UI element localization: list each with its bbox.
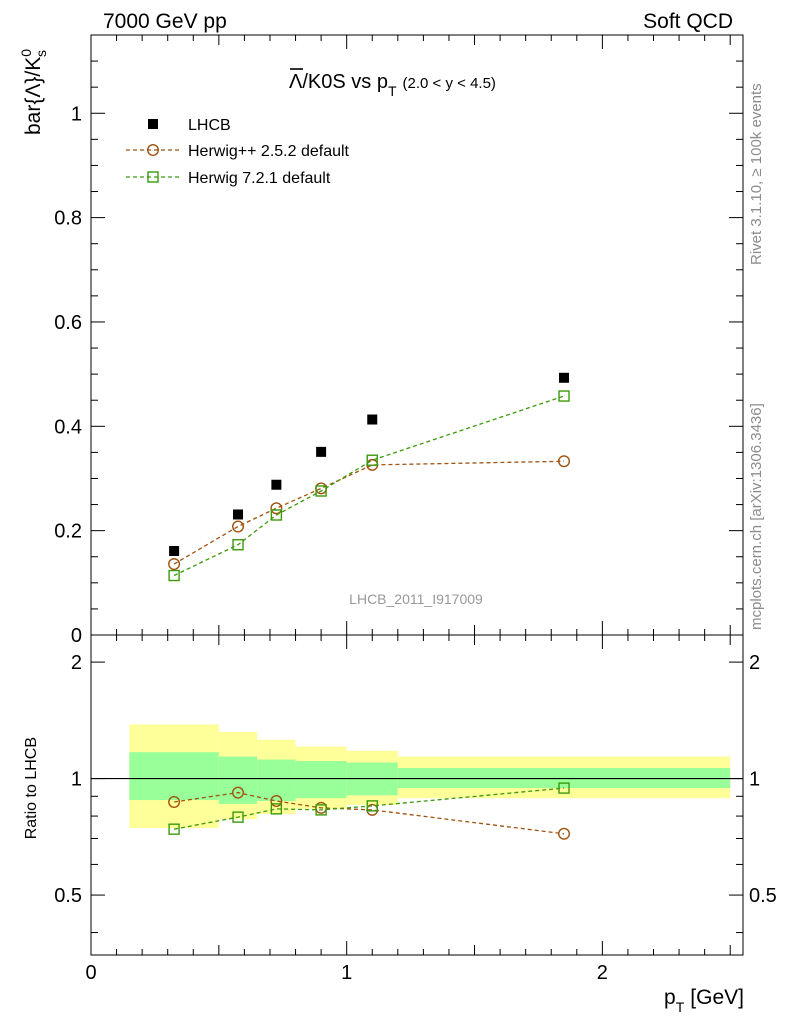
main-ytick-label: 0.4 <box>54 416 82 438</box>
ratio-ytick-label-left: 0.5 <box>54 885 82 907</box>
main-data-point <box>232 520 245 533</box>
legend-label: Herwig 7.2.1 default <box>188 170 331 187</box>
main-ytick-label: 1 <box>71 103 82 125</box>
main-series-line <box>173 395 565 577</box>
main-data-point <box>559 372 570 383</box>
main-ytick-label: 0.8 <box>54 208 82 230</box>
ratio-data-point <box>270 803 283 815</box>
ratio-band-inner <box>295 761 347 799</box>
mcplots-label: mcplots.cern.ch [arXiv:1306.3436] <box>748 403 765 630</box>
ratio-ylabel: Ratio to LHCB <box>23 737 40 839</box>
ratio-band-inner <box>129 752 219 801</box>
legend-marker <box>146 143 159 156</box>
header-right: Soft QCD <box>643 10 733 33</box>
ratio-data-point <box>232 786 245 799</box>
ratio-data-point <box>558 827 571 840</box>
main-data-point <box>232 539 244 551</box>
main-data-point <box>316 446 327 457</box>
ratio-data-point <box>168 795 181 808</box>
ratio-ytick-label-right: 1 <box>749 769 760 791</box>
main-data-point <box>169 546 180 556</box>
main-data-point <box>367 414 378 425</box>
analysis-watermark: LHCB_2011_I917009 <box>349 591 483 607</box>
main-data-point <box>168 569 180 582</box>
legend-marker <box>147 171 159 183</box>
ratio-xtick-label: 0 <box>85 962 96 984</box>
ratio-ytick-label-left: 1 <box>71 769 82 791</box>
header-left: 7000 GeV pp <box>103 10 227 33</box>
main-series-layer <box>168 372 571 582</box>
ratio-data-point <box>315 804 327 816</box>
ratio-xtick-label: 2 <box>597 962 608 984</box>
main-data-point <box>558 455 571 468</box>
legend-label: Herwig++ 2.5.2 default <box>188 143 350 160</box>
ratio-band-inner <box>257 759 296 802</box>
main-data-point <box>270 502 283 515</box>
ratio-axes: 0.5 0.5 1 1 2 2 0 1 2 <box>54 635 777 984</box>
ratio-series-line <box>173 787 565 830</box>
ratio-ytick-label-left: 2 <box>71 652 82 674</box>
main-ylabel: bar{Λ}/K0s <box>18 49 49 135</box>
ratio-ytick-label-right: 0.5 <box>749 885 777 907</box>
main-ytick-label: 0 <box>71 625 82 647</box>
x-axis-label: pT [GeV] <box>664 986 744 1015</box>
main-title: Λ/K0S vs pT (2.0 < y < 4.5) <box>289 71 496 99</box>
ratio-series-line <box>174 791 565 835</box>
legend-marker <box>148 119 158 129</box>
ratio-plot-frame <box>90 634 744 956</box>
main-data-point <box>315 485 327 497</box>
main-data-point <box>558 390 570 402</box>
ratio-xtick-label: 1 <box>341 962 352 984</box>
ratio-band-inner <box>218 756 258 804</box>
ratio-data-point <box>558 782 570 794</box>
main-ytick-label: 0.6 <box>54 312 82 334</box>
ratio-ytick-label-right: 2 <box>749 652 760 674</box>
ratio-series-layer <box>168 782 571 840</box>
ratio-data-point <box>270 795 283 808</box>
main-data-point <box>271 479 282 490</box>
main-data-point <box>270 509 283 521</box>
ratio-uncertainty-bands <box>129 724 731 829</box>
legend-label: LHCB <box>188 117 231 134</box>
legend: LHCB Herwig++ 2.5.2 default Herwig 7.2.1 d… <box>126 117 350 187</box>
main-data-point <box>233 509 244 520</box>
main-data-point <box>315 482 328 495</box>
ratio-data-point <box>168 823 180 835</box>
main-series-line <box>173 460 565 565</box>
ratio-data-point <box>366 800 378 812</box>
main-axes: 0 0.2 0.4 0.6 0.8 1 <box>54 35 743 647</box>
main-data-point <box>366 454 378 466</box>
main-data-point <box>168 558 181 571</box>
ratio-data-point <box>232 811 244 823</box>
main-ytick-label: 0.2 <box>54 521 82 543</box>
rivet-label: Rivet 3.1.10, ≥ 100k events <box>748 83 765 265</box>
